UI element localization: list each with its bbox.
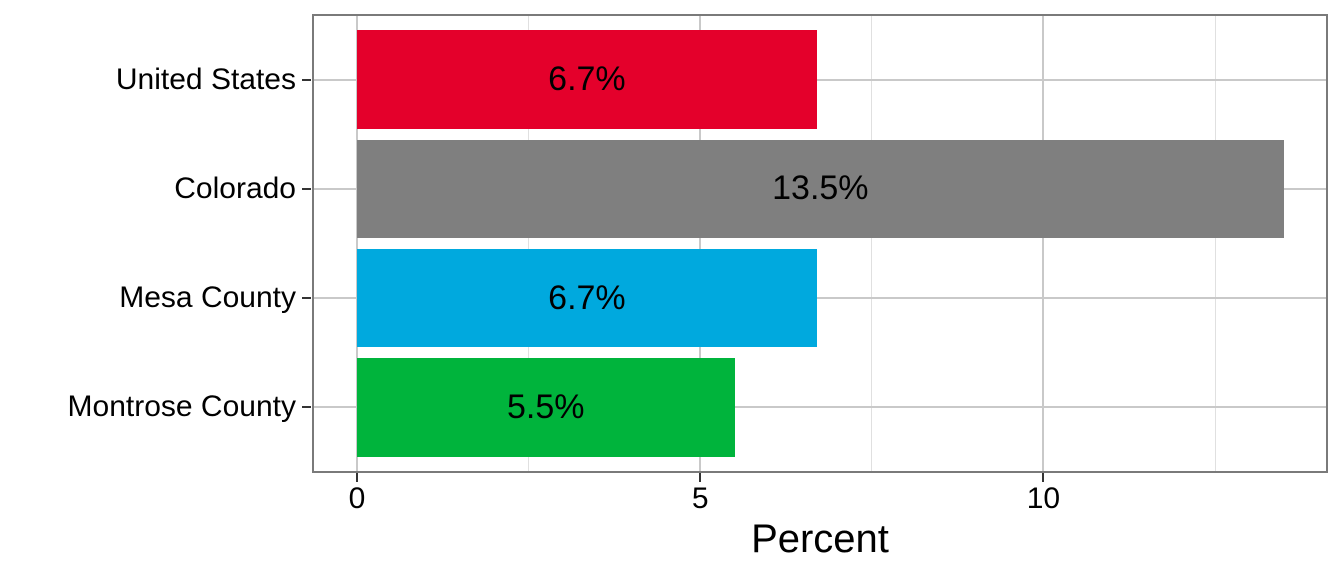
major-gridline-y (314, 297, 1326, 300)
major-gridline-x (355, 16, 358, 471)
bar-value-label: 13.5% (772, 169, 869, 208)
x-axis-tick-label: 5 (691, 482, 709, 515)
x-axis-tick-label: 0 (348, 482, 366, 515)
y-axis-tick (302, 297, 311, 300)
bar: 6.7% (356, 248, 817, 348)
x-axis-tick (699, 473, 702, 482)
y-axis-tick (302, 187, 311, 190)
bar: 5.5% (356, 358, 735, 457)
y-axis-label: Montrose County (67, 390, 296, 424)
y-axis-tick (302, 78, 311, 81)
y-axis-tick (302, 406, 311, 409)
bar-value-label: 6.7% (548, 278, 626, 317)
y-axis-label: Colorado (174, 171, 296, 205)
x-axis-tick-label: 10 (1026, 482, 1061, 515)
y-axis-label: United States (115, 62, 296, 96)
minor-gridline-x (528, 16, 530, 471)
bar-value-label: 6.7% (548, 60, 626, 99)
minor-gridline-x (871, 16, 873, 471)
x-axis-title: Percent (751, 517, 889, 561)
plot-panel: 6.7% 13.5% 6.7% 5.5% (312, 14, 1328, 473)
x-axis-tick (355, 473, 358, 482)
major-gridline-y (314, 406, 1326, 409)
major-gridline-x (1042, 16, 1045, 471)
major-gridline-x (699, 16, 702, 471)
bar: 6.7% (356, 30, 817, 129)
bar: 13.5% (356, 139, 1284, 239)
x-axis-tick (1042, 473, 1045, 482)
y-axis-label: Mesa County (119, 281, 296, 315)
bar-value-label: 5.5% (506, 387, 585, 426)
major-gridline-y (314, 78, 1326, 81)
minor-gridline-x (1214, 16, 1216, 471)
